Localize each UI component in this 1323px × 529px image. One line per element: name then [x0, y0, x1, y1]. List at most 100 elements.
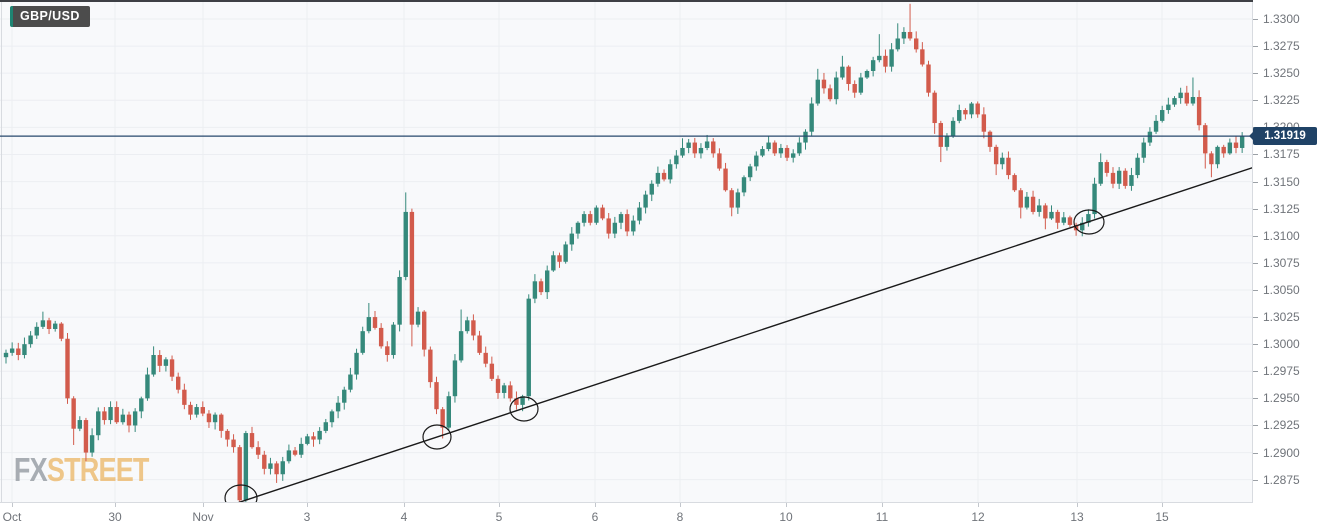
candle-body	[495, 378, 501, 393]
candle-body	[182, 389, 187, 405]
y-tick-mark	[1253, 208, 1258, 210]
candle-body	[840, 66, 845, 78]
symbol-label: GBP/USD	[20, 9, 80, 23]
touch-point-circle[interactable]	[224, 484, 258, 503]
x-axis-label: 10	[779, 510, 793, 524]
candle-body	[458, 331, 464, 361]
candle-body	[594, 207, 599, 223]
candle-body	[1061, 217, 1066, 223]
candlestick-plot[interactable]: FXSTREET	[0, 0, 1253, 503]
candle-body	[729, 190, 734, 208]
candle-body	[46, 320, 52, 329]
candle-body	[920, 49, 925, 65]
y-tick-mark	[1253, 479, 1258, 481]
candle-body	[434, 382, 439, 410]
candle-body	[723, 168, 728, 191]
candle-body	[40, 320, 46, 327]
trendline[interactable]	[225, 166, 1253, 504]
y-tick-mark	[1253, 344, 1258, 346]
candle-body	[581, 214, 587, 223]
candle-body	[1024, 196, 1030, 208]
x-tick-mark	[1077, 503, 1078, 507]
candle-body	[969, 103, 974, 115]
candle-body	[1166, 104, 1171, 111]
x-axis-label: 11	[875, 510, 889, 524]
candle-body	[311, 436, 316, 440]
candle-body	[200, 407, 205, 414]
candle-body	[329, 411, 335, 423]
candle-body	[877, 55, 882, 61]
y-axis-label: 1.3150	[1263, 174, 1300, 189]
candle-body	[575, 222, 581, 234]
touch-point-circle[interactable]	[1073, 209, 1105, 235]
candle-body	[975, 103, 980, 115]
candle-body	[600, 207, 605, 219]
candle-body	[428, 349, 433, 383]
candle-body	[1172, 98, 1177, 105]
candle-body	[397, 276, 402, 325]
candle-body	[852, 84, 857, 93]
candle-body	[637, 207, 642, 221]
candle-body	[551, 255, 556, 271]
candle-body	[532, 281, 538, 299]
candle-body	[747, 166, 753, 178]
y-tick-mark	[1253, 317, 1258, 319]
x-tick-mark	[978, 503, 979, 507]
candle-body	[1221, 146, 1226, 154]
candle-body	[335, 402, 341, 412]
candle-body	[1098, 162, 1103, 184]
y-axis-label: 1.3225	[1263, 93, 1300, 108]
candle-body	[342, 389, 347, 403]
candle-body	[169, 359, 175, 377]
window-top-border	[0, 0, 1253, 2]
candle-body	[452, 360, 458, 397]
candle-body	[1116, 170, 1122, 184]
candle-body	[883, 55, 888, 67]
candle-body	[957, 110, 962, 121]
candle-body	[674, 155, 679, 165]
candle-body	[784, 147, 790, 158]
y-axis[interactable]: 1.33001.32751.32501.32251.32001.31751.31…	[1253, 0, 1323, 503]
x-axis-label: Nov	[192, 510, 214, 524]
candle-body	[489, 363, 495, 379]
candle-body	[22, 344, 27, 356]
candle-body	[1067, 217, 1073, 225]
candle-body	[846, 66, 851, 85]
candle-body	[1141, 142, 1146, 158]
candle-body	[501, 385, 507, 393]
candle-body	[360, 331, 365, 353]
candle-body	[1086, 214, 1091, 223]
candle-body	[1196, 97, 1202, 126]
touch-point-circle[interactable]	[422, 424, 452, 450]
y-axis-label: 1.3175	[1263, 147, 1300, 162]
y-axis-label: 1.3025	[1263, 310, 1300, 325]
candle-body	[1104, 162, 1110, 173]
y-axis-label: 1.2975	[1263, 364, 1300, 379]
candle-body	[803, 131, 808, 143]
touch-point-circle[interactable]	[509, 396, 539, 422]
candle-body	[422, 311, 427, 350]
y-tick-mark	[1253, 73, 1258, 75]
candle-body	[1239, 136, 1245, 148]
y-axis-label: 1.3050	[1263, 282, 1300, 297]
y-axis-label: 1.2875	[1263, 472, 1300, 487]
candle-body	[77, 420, 82, 429]
candle-body	[96, 411, 101, 436]
candle-body	[963, 110, 968, 115]
candle-body	[950, 120, 956, 137]
y-tick-mark	[1253, 18, 1258, 20]
candle-body	[378, 327, 384, 347]
candle-body	[914, 38, 919, 50]
candle-body	[1203, 125, 1208, 154]
candle-body	[1080, 222, 1085, 231]
candle-body	[1000, 157, 1005, 165]
candle-body	[870, 60, 876, 72]
x-axis[interactable]: Oct 30 Nov 3 4 5 6 8 10 11 12 13 15	[0, 503, 1253, 529]
y-tick-mark	[1253, 371, 1258, 373]
y-axis-label: 1.3275	[1263, 39, 1300, 54]
candle-body	[274, 463, 279, 475]
candle-body	[83, 420, 89, 453]
candle-body	[366, 317, 372, 332]
candle-body	[237, 447, 242, 501]
candle-body	[514, 398, 519, 405]
